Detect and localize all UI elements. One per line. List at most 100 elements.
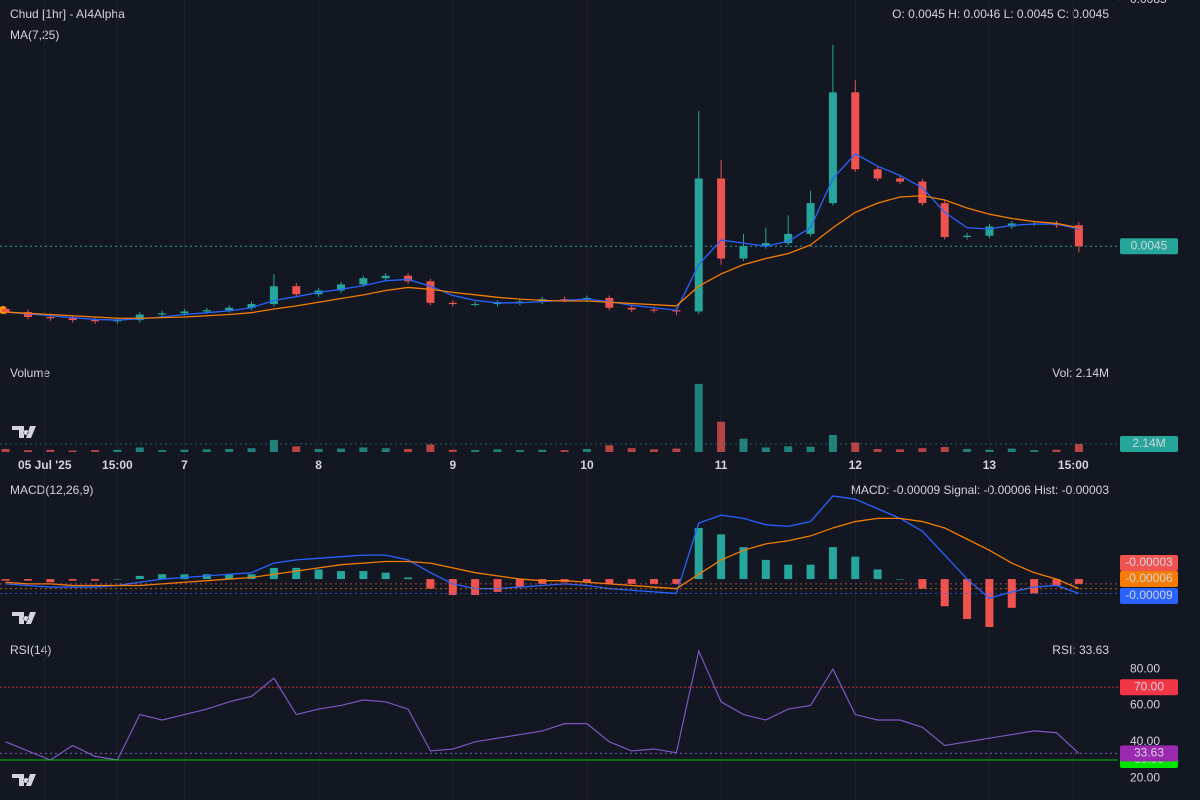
macd-tag-bg <box>1120 571 1178 587</box>
macd-hist-bar <box>739 547 748 580</box>
candle-body <box>1 308 10 313</box>
volume-bar <box>627 448 636 452</box>
candle-body <box>135 314 144 321</box>
candle-body <box>761 243 770 247</box>
x-tick-label: 8 <box>315 458 322 472</box>
macd-hist-bar <box>627 579 636 584</box>
rsi-readout: RSI: 33.63 <box>1052 643 1109 657</box>
last-price-tag: 0.0045 <box>1131 238 1168 252</box>
ma-line <box>5 195 1079 319</box>
macd-hist-bar <box>717 534 726 580</box>
macd-hist-bar <box>895 579 904 580</box>
macd-hist-bar <box>381 572 390 580</box>
volume-bar <box>828 434 837 452</box>
candle-body <box>784 233 793 244</box>
candle-body <box>292 286 301 295</box>
macd-hist-bar <box>448 579 457 596</box>
macd-hist-bar <box>113 579 122 580</box>
volume-bar <box>851 442 860 452</box>
volume-bar <box>672 448 681 452</box>
candle-body <box>828 92 837 204</box>
volume-bar <box>180 449 189 452</box>
x-tick-label: 7 <box>181 458 188 472</box>
volume-bar <box>650 449 659 452</box>
volume-bar <box>515 450 524 452</box>
candle-body <box>694 178 703 312</box>
macd-tag-bg <box>1120 588 1178 604</box>
volume-tag: 2.14M <box>1132 436 1165 450</box>
candle-body <box>336 284 345 291</box>
macd-hist-bar <box>292 567 301 580</box>
volume-bar <box>560 450 569 452</box>
macd-hist-bar <box>269 567 278 580</box>
volume-bar <box>1007 448 1016 452</box>
volume-bar <box>1074 443 1083 452</box>
candle-body <box>895 178 904 182</box>
rsi-tag-bg <box>1120 745 1178 762</box>
macd-hist-bar <box>963 579 972 620</box>
volume-bar <box>426 444 435 452</box>
candle-body <box>359 278 368 285</box>
candle-body <box>91 320 100 322</box>
candle-body <box>404 275 413 282</box>
candle-body <box>985 226 994 236</box>
macd-hist-bar <box>1074 579 1083 584</box>
macd-hist-bar <box>68 579 77 581</box>
volume-bar <box>1052 449 1061 452</box>
volume-readout: Vol: 2.14M <box>1052 366 1109 380</box>
macd-hist-bar <box>784 564 793 580</box>
candle-body <box>225 307 234 311</box>
candle-body <box>717 178 726 259</box>
candle-body <box>851 92 860 170</box>
volume-bar <box>202 449 211 452</box>
macd-hist-bar <box>873 569 882 580</box>
volume-bar <box>717 421 726 452</box>
macd-hist-bar <box>91 579 100 581</box>
rsi-band-tag: 70.00 <box>1134 679 1164 693</box>
x-tick-label: 10 <box>580 458 594 472</box>
macd-hist-bar <box>940 579 949 607</box>
macd-hist-bar <box>359 571 368 580</box>
volume-bar <box>784 446 793 452</box>
candle-body <box>940 203 949 237</box>
rsi-line <box>5 648 1080 761</box>
volume-bar <box>806 446 815 452</box>
tv-logo <box>12 426 36 786</box>
volume-bar <box>493 449 502 452</box>
candle-body <box>448 302 457 305</box>
candle-body <box>180 311 189 314</box>
volume-bar <box>694 383 703 452</box>
candle-body <box>202 310 211 312</box>
x-tick-label: 12 <box>849 458 863 472</box>
volume-bar <box>381 448 390 452</box>
candle-body <box>471 304 480 306</box>
macd-hist-bar <box>180 574 189 580</box>
volume-bar <box>23 450 32 452</box>
indicator-label: MA(7,25) <box>10 28 59 42</box>
macd-hist-bar <box>605 579 614 584</box>
volume-bar <box>918 448 927 452</box>
volume-bar <box>91 450 100 452</box>
macd-hist-bar <box>672 579 681 584</box>
macd-hist-bar <box>650 579 659 584</box>
macd-tag: -0.00003 <box>1125 555 1173 569</box>
macd-hist-bar <box>23 579 32 581</box>
volume-bar <box>46 449 55 452</box>
macd-title: MACD(12,26,9) <box>10 483 93 497</box>
macd-hist-bar <box>538 579 547 584</box>
volume-bar <box>448 449 457 452</box>
chart-title: Chud [1hr] - AI4Alpha <box>10 7 125 21</box>
macd-hist-bar <box>985 579 994 628</box>
volume-bar <box>314 448 323 452</box>
volume-bar <box>605 445 614 452</box>
candle-body <box>806 203 815 234</box>
candle-body <box>68 318 77 321</box>
volume-bar <box>1030 450 1039 452</box>
signal-line <box>5 517 1080 590</box>
ma-line <box>5 153 1080 321</box>
macd-hist-bar <box>135 575 144 580</box>
rsi-title: RSI(14) <box>10 643 51 657</box>
volume-bar <box>739 438 748 452</box>
macd-hist-bar <box>314 569 323 580</box>
